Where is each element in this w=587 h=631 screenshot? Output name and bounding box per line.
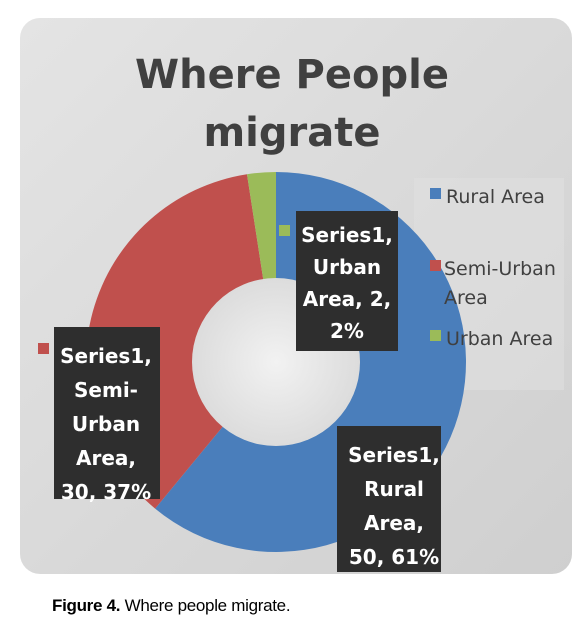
data-label-box-2 <box>54 327 160 499</box>
data-label-key-1 <box>322 442 333 453</box>
data-labels: Series1, Rural Area, 50, 61% Series1, Semi- Ur… <box>38 211 441 572</box>
data-label-2-line-1: Series1, <box>60 344 152 368</box>
data-label-2-line-3: Urban <box>72 412 140 436</box>
figure-caption-text: Where people migrate. <box>120 596 291 615</box>
chart-title-line-1: Where People <box>135 52 449 98</box>
data-label-3-line-1: Series1, <box>301 223 393 247</box>
legend-label-3-line-1: Urban Area <box>446 328 553 350</box>
legend-label-2-line-1: Semi-Urban <box>444 258 556 280</box>
data-label-3-line-2: Urban <box>313 255 381 279</box>
legend: Rural Area Semi-Urban Area Urban Area <box>430 186 556 350</box>
data-label-2-line-4: Area, <box>76 446 136 470</box>
legend-label-2-line-2: Area <box>444 287 488 309</box>
data-label-1-line-3: Area, <box>364 511 424 535</box>
data-label-3-line-4: 2% <box>330 319 364 343</box>
data-label-1-line-4: 50, 61% <box>349 545 439 569</box>
legend-label-1-line-1: Rural Area <box>446 186 545 208</box>
data-label-1-line-1: Series1, <box>348 443 440 467</box>
data-label-key-2 <box>38 343 49 354</box>
data-label-1-line-2: Rural <box>364 477 424 501</box>
data-label-key-3 <box>279 225 290 236</box>
data-label-2-line-2: Semi- <box>74 378 138 402</box>
data-label-3-line-3: Area, 2, <box>303 287 391 311</box>
legend-marker-1 <box>430 188 441 199</box>
figure-caption: Figure 4. Where people migrate. <box>52 596 291 616</box>
data-label-box-3 <box>296 211 398 351</box>
figure-number: Figure 4. <box>52 596 121 615</box>
chart-title-line-2: migrate <box>204 110 381 156</box>
doughnut-chart: Where People migrate Rural AreaSemi-Urba… <box>20 18 572 574</box>
data-label-2-line-5: 30, 37% <box>61 480 151 504</box>
legend-marker-3 <box>430 330 441 341</box>
legend-marker-2 <box>430 260 441 271</box>
data-label-box-1 <box>337 426 441 572</box>
